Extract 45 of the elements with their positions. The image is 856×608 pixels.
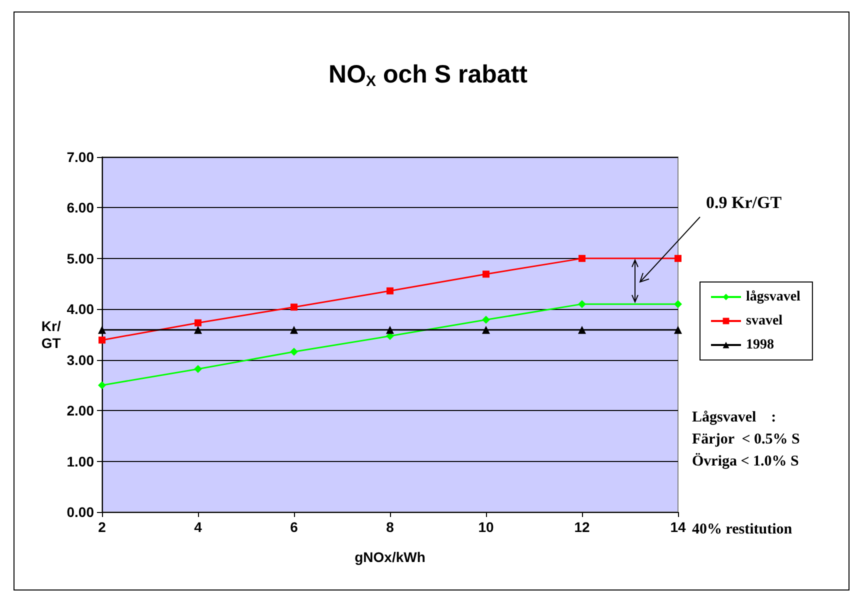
y-tick-label: 7.00	[66, 149, 94, 165]
point	[194, 326, 202, 334]
point	[674, 326, 682, 334]
x-tick-label: 14	[670, 519, 686, 535]
legend-label: svavel	[746, 314, 783, 328]
point	[578, 254, 586, 262]
y-tick-label: 6.00	[66, 200, 94, 216]
x-tick-label: 10	[478, 519, 494, 535]
point	[194, 319, 202, 326]
point	[386, 326, 394, 334]
text: Färjor < 0.5% S	[692, 432, 800, 448]
y-tick-label: 2.00	[66, 402, 94, 419]
y-tick-label: 3.00	[66, 352, 94, 368]
point	[578, 326, 586, 334]
y-tick-label: 1.00	[66, 453, 94, 470]
x-tick-label: 6	[290, 519, 298, 535]
y-tick-label: 4.00	[66, 301, 94, 318]
point	[98, 381, 106, 390]
x-tick-label: 8	[386, 519, 394, 535]
x-axis-title: gNOx/kWh	[354, 549, 426, 565]
x-tick-label: 12	[574, 519, 590, 535]
text: 0.9 Kr/GT	[706, 193, 782, 212]
y-axis-title: Kr/GT	[41, 318, 62, 351]
point	[290, 304, 298, 311]
y-tick-label: 0.00	[66, 504, 94, 520]
point	[290, 326, 298, 334]
point	[482, 316, 490, 324]
point	[578, 300, 586, 308]
legend-label: 1998	[746, 338, 774, 352]
point	[674, 300, 682, 308]
legend-label: lågsvavel	[746, 290, 801, 304]
point	[674, 254, 682, 262]
text: Övriga < 1.0% S	[692, 452, 799, 470]
point	[386, 287, 394, 294]
x-tick-label: 4	[194, 519, 202, 535]
point	[482, 326, 490, 334]
text: 40% restitution	[692, 522, 793, 538]
point	[98, 336, 106, 344]
point	[290, 348, 298, 356]
y-tick-label: 5.00	[66, 250, 94, 266]
point	[194, 364, 202, 373]
point	[482, 270, 490, 278]
x-tick-label: 2	[98, 519, 106, 535]
point	[98, 326, 106, 334]
text: Lågsvavel :	[692, 410, 776, 426]
